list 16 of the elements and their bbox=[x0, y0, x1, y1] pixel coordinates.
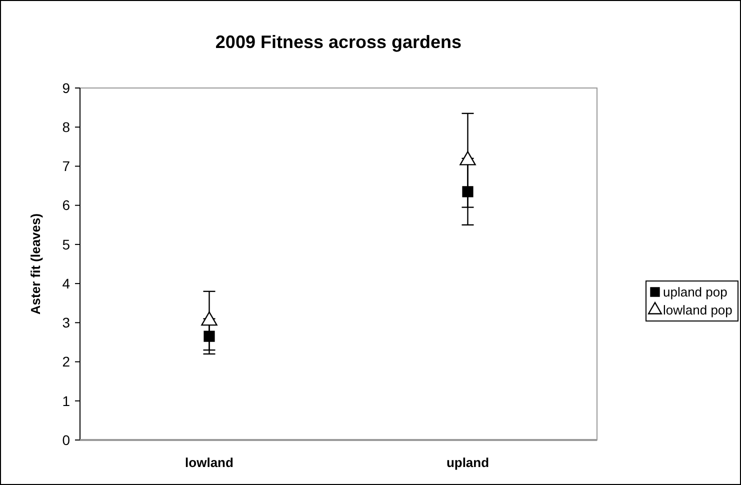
y-tick-label: 5 bbox=[62, 236, 70, 252]
y-tick-label: 4 bbox=[62, 275, 70, 292]
y-tick-label: 1 bbox=[62, 392, 70, 409]
x-tick-label: upland bbox=[446, 455, 490, 470]
y-tick-label: 0 bbox=[62, 432, 70, 448]
legend-label: upland pop bbox=[663, 284, 728, 300]
y-tick-label: 2 bbox=[62, 354, 70, 370]
y-tick-label: 6 bbox=[62, 197, 70, 214]
y-tick-label: 7 bbox=[62, 158, 70, 174]
y-tick-label: 3 bbox=[62, 314, 70, 331]
legend-label: lowland pop bbox=[663, 302, 732, 318]
y-axis-title: Aster fit (leaves) bbox=[28, 213, 43, 315]
y-tick-label: 9 bbox=[62, 80, 70, 96]
chart-title: 2009 Fitness across gardens bbox=[215, 32, 462, 52]
x-tick-label: lowland bbox=[185, 455, 234, 470]
y-tick-label: 8 bbox=[62, 119, 70, 136]
